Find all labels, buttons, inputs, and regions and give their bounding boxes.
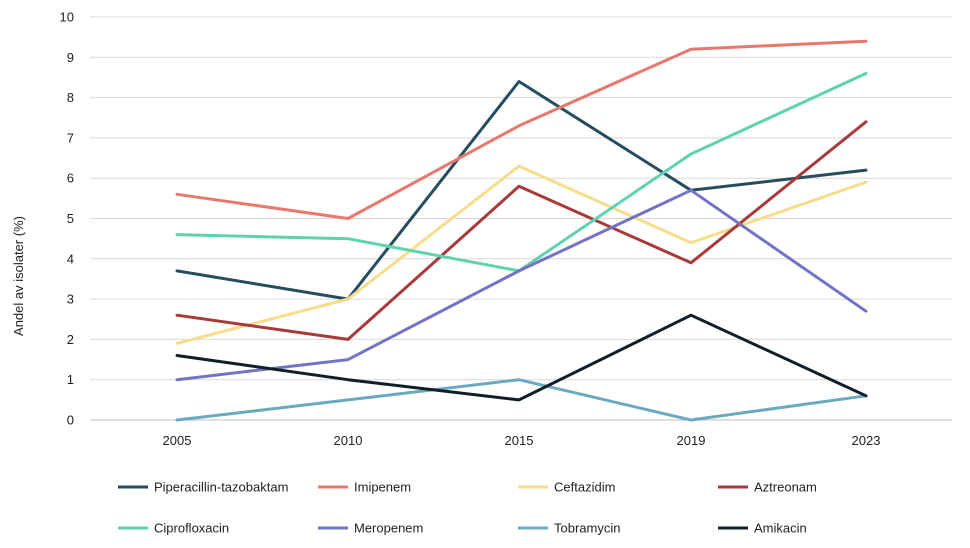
gridlines (90, 16, 952, 421)
y-tick-label: 4 (67, 251, 74, 266)
series-line-meropenem (175, 188, 868, 382)
series-line-ceftazidim (175, 164, 868, 345)
y-tick-label: 0 (67, 413, 74, 428)
x-tick-label: 2015 (505, 433, 534, 448)
x-tick-label: 2010 (334, 433, 363, 448)
series-line-imipenem (175, 39, 868, 220)
legend-label: Aztreonam (754, 480, 817, 495)
series-line-piperacillin-tazobaktam (175, 80, 868, 301)
y-tick-label: 9 (67, 50, 74, 65)
x-tick-label: 2005 (163, 433, 192, 448)
y-axis-ticks: 0 1 2 3 4 5 6 7 8 9 10 (60, 10, 74, 428)
series-line-tobramycin (175, 378, 868, 422)
y-tick-label: 6 (67, 171, 74, 186)
y-tick-label: 2 (67, 332, 74, 347)
y-tick-label: 10 (60, 10, 74, 25)
series-lines (175, 39, 868, 422)
legend-label: Tobramycin (554, 521, 620, 536)
legend-label: Piperacillin-tazobaktam (154, 480, 288, 495)
y-tick-label: 1 (67, 372, 74, 387)
series-line-aztreonam (175, 120, 868, 341)
x-tick-label: 2019 (677, 433, 706, 448)
legend-label: Ceftazidim (554, 480, 615, 495)
legend: Piperacillin-tazobaktam Imipenem Ceftazidi… (118, 480, 817, 536)
legend-label: Meropenem (354, 521, 423, 536)
legend-label: Imipenem (354, 480, 411, 495)
series-line-amikacin (175, 313, 868, 402)
legend-label: Amikacin (754, 521, 807, 536)
y-tick-label: 5 (67, 211, 74, 226)
y-tick-label: 3 (67, 292, 74, 307)
y-tick-label: 7 (67, 130, 74, 145)
y-axis-label: Andel av isolater (%) (11, 216, 26, 336)
y-tick-label: 8 (67, 90, 74, 105)
x-tick-label: 2023 (852, 433, 881, 448)
x-axis-ticks: 2005 2010 2015 2019 2023 (163, 433, 881, 448)
legend-label: Ciprofloxacin (154, 521, 229, 536)
